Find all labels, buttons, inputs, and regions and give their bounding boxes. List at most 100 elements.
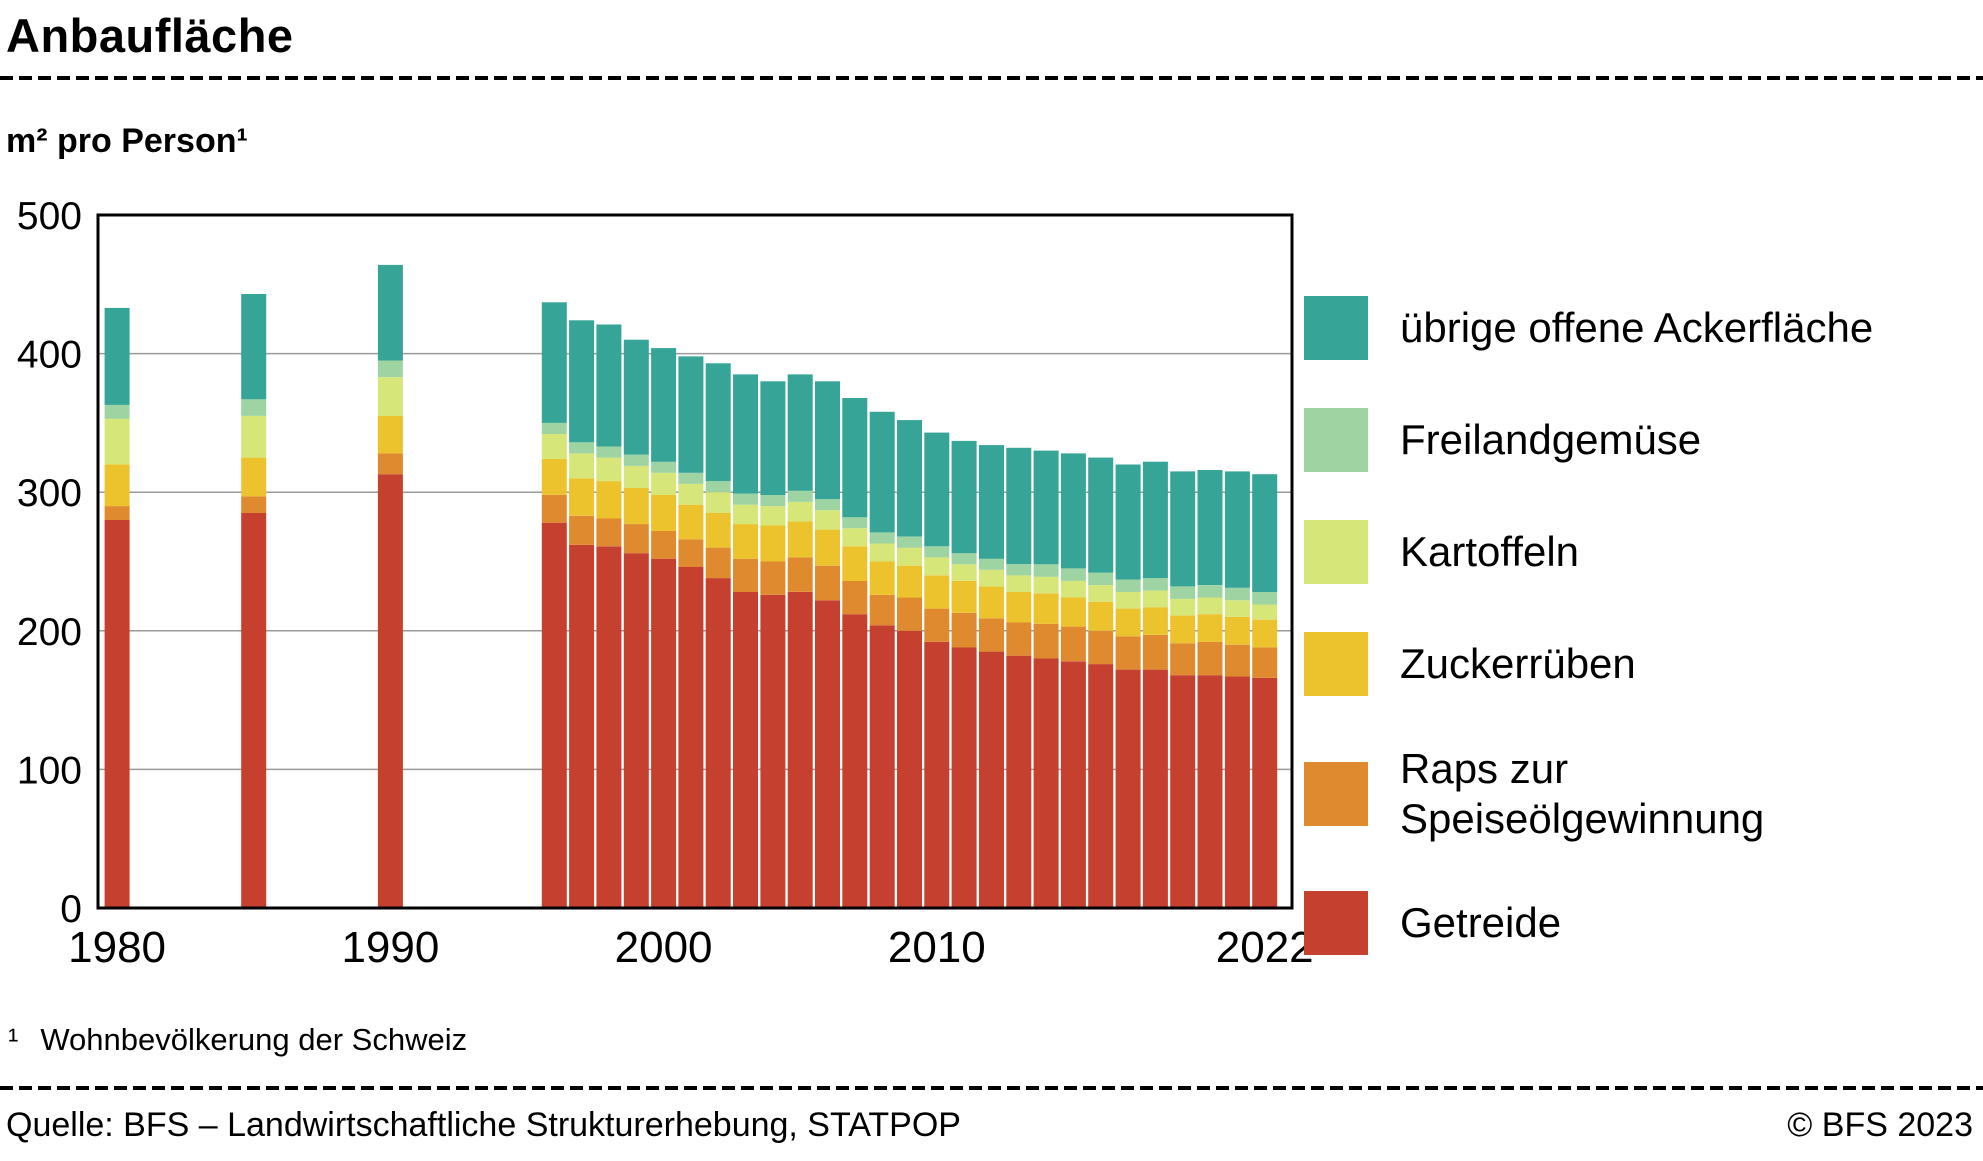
bar-segment bbox=[678, 472, 704, 484]
bar-segment bbox=[104, 506, 130, 520]
bar-segment bbox=[1142, 461, 1168, 579]
bar-segment bbox=[1252, 604, 1278, 620]
legend-label: Raps zur Speiseölgewinnung bbox=[1400, 745, 1765, 842]
x-tick-label: 2022 bbox=[1216, 923, 1314, 972]
bar-segment bbox=[377, 377, 403, 416]
bar-segment bbox=[897, 420, 922, 537]
bar-segment bbox=[596, 446, 622, 458]
bar-segment bbox=[678, 483, 704, 505]
bar-segment bbox=[787, 374, 813, 491]
bar-segment bbox=[842, 546, 868, 581]
bar-segment bbox=[1170, 675, 1196, 908]
bar-segment bbox=[1170, 643, 1196, 676]
bar-segment bbox=[241, 416, 267, 458]
bar-segment bbox=[815, 565, 840, 601]
bar-segment bbox=[377, 264, 403, 361]
bar-segment bbox=[869, 411, 895, 533]
bar-segment bbox=[1033, 593, 1059, 624]
bar-segment bbox=[869, 594, 895, 626]
legend-swatch bbox=[1304, 408, 1368, 472]
bar-segment bbox=[1142, 590, 1168, 608]
bar-segment bbox=[1033, 623, 1059, 659]
bar-segment bbox=[705, 481, 731, 493]
x-tick-label: 1990 bbox=[341, 923, 439, 972]
bar-segment bbox=[1060, 568, 1086, 581]
bar-segment bbox=[569, 515, 595, 545]
bar-segment bbox=[651, 461, 677, 473]
bar-segment bbox=[1224, 644, 1250, 677]
bar-segment bbox=[541, 458, 567, 495]
bar-segment bbox=[377, 360, 403, 378]
bar-segment bbox=[760, 594, 786, 908]
legend-label: Zuckerrüben bbox=[1400, 640, 1636, 688]
bar-segment bbox=[623, 465, 649, 489]
bar-segment bbox=[569, 478, 595, 516]
y-tick-label: 300 bbox=[17, 472, 82, 515]
bar-segment bbox=[1115, 669, 1141, 908]
bar-segment bbox=[897, 565, 922, 598]
bar-segment bbox=[1088, 664, 1114, 908]
legend-label: Kartoffeln bbox=[1400, 528, 1580, 576]
legend-swatch bbox=[1304, 891, 1368, 956]
bar-segment bbox=[1006, 564, 1032, 576]
bar-segment bbox=[623, 524, 649, 554]
bar-segment bbox=[760, 561, 786, 595]
bar-segment bbox=[924, 557, 950, 576]
legend-swatch bbox=[1304, 296, 1368, 360]
y-tick-label: 200 bbox=[17, 611, 82, 654]
bar-segment bbox=[1033, 658, 1059, 908]
bar-segment bbox=[1115, 464, 1141, 580]
bar-segment bbox=[787, 490, 813, 502]
bar-segment bbox=[1088, 601, 1114, 631]
bar-segment bbox=[241, 496, 267, 513]
bar-segment bbox=[979, 558, 1004, 570]
bar-segment bbox=[815, 529, 840, 566]
bar-segment bbox=[951, 647, 977, 908]
bar-segment bbox=[1033, 564, 1059, 577]
bar-segment bbox=[787, 521, 813, 558]
bar-segment bbox=[924, 608, 950, 642]
bar-segment bbox=[897, 547, 922, 566]
bar-segment bbox=[842, 517, 868, 529]
bar-segment bbox=[651, 472, 677, 495]
bar-segment bbox=[760, 525, 786, 562]
bar-segment bbox=[787, 501, 813, 522]
chart-legend: übrige offene Ackerfläche Freilandgemüse K… bbox=[1304, 296, 1873, 956]
bar-segment bbox=[705, 578, 731, 908]
bar-segment bbox=[951, 580, 977, 613]
bar-segment bbox=[104, 404, 130, 419]
bar-segment bbox=[842, 580, 868, 615]
legend-label: Freilandgemüse bbox=[1400, 416, 1702, 464]
legend-label: übrige offene Ackerfläche bbox=[1400, 304, 1874, 352]
bar-segment bbox=[651, 531, 677, 559]
y-tick-label: 500 bbox=[17, 195, 82, 238]
bar-segment bbox=[1170, 615, 1196, 644]
bar-segment bbox=[897, 630, 922, 908]
bar-segment bbox=[569, 442, 595, 454]
bar-segment bbox=[1006, 447, 1032, 565]
bar-segment bbox=[897, 536, 922, 548]
bar-segment bbox=[705, 513, 731, 548]
footnote-text: Wohnbevölkerung der Schweiz bbox=[40, 1022, 468, 1057]
bar-segment bbox=[596, 546, 622, 908]
bar-segment bbox=[760, 381, 786, 495]
legend-item: übrige offene Ackerfläche bbox=[1304, 296, 1873, 360]
bar-segment bbox=[678, 567, 704, 908]
bar-segment bbox=[951, 553, 977, 565]
bar-segment bbox=[869, 561, 895, 595]
bar-segment bbox=[924, 432, 950, 547]
bar-segment bbox=[842, 398, 868, 518]
bar-segment bbox=[596, 481, 622, 519]
bar-segment bbox=[951, 440, 977, 554]
bar-segment bbox=[1224, 616, 1250, 645]
y-axis-unit-label: m² pro Person¹ bbox=[6, 122, 248, 160]
bar-segment bbox=[678, 539, 704, 567]
bar-segment bbox=[541, 302, 567, 423]
bar-segment bbox=[815, 600, 840, 908]
bar-segment bbox=[596, 457, 622, 482]
bar-segment bbox=[733, 558, 758, 592]
bar-segment bbox=[623, 339, 649, 455]
bar-segment bbox=[596, 518, 622, 547]
x-tick-label: 2010 bbox=[888, 923, 986, 972]
bar-segment bbox=[1197, 675, 1223, 908]
